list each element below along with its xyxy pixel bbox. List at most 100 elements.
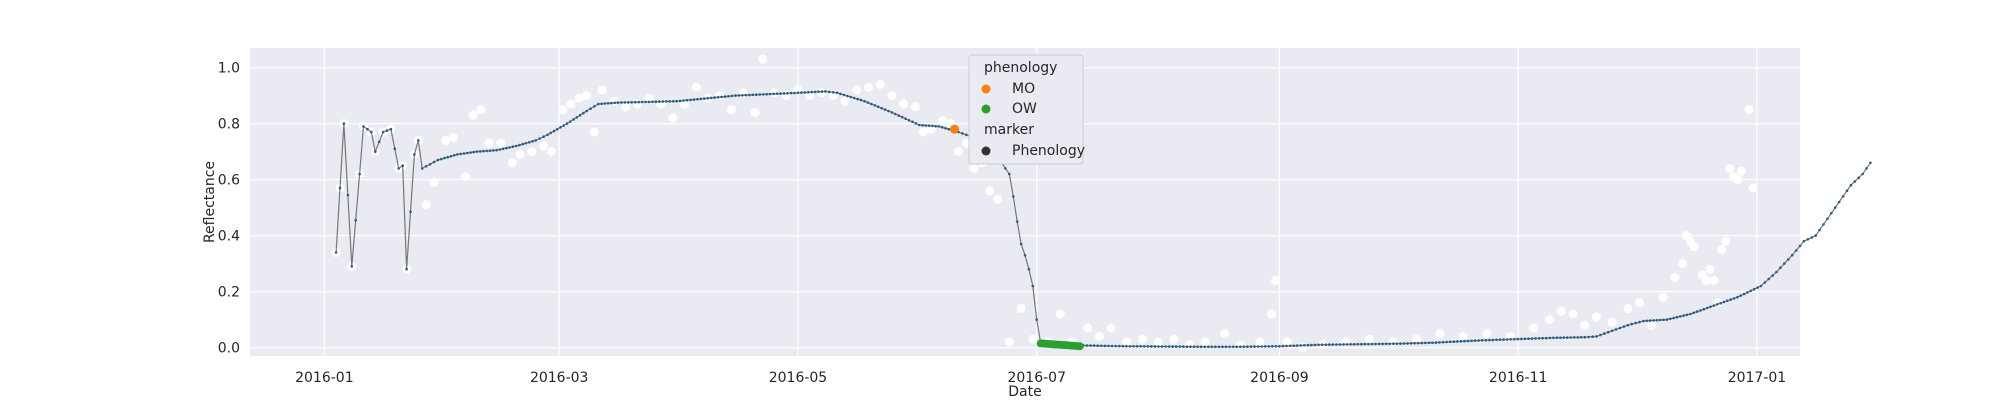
smooth-marker <box>1752 287 1756 291</box>
raw-point <box>476 105 486 115</box>
smooth-marker <box>668 100 671 103</box>
smooth-marker <box>852 96 856 100</box>
smooth-marker <box>1520 337 1523 341</box>
smooth-marker <box>374 150 377 153</box>
smooth-marker <box>1392 342 1395 346</box>
smooth-marker <box>1015 220 1019 223</box>
smooth-marker <box>1199 345 1203 349</box>
smooth-marker <box>1466 339 1470 343</box>
smooth-marker <box>1249 345 1253 348</box>
smooth-marker <box>720 95 723 99</box>
smooth-marker <box>835 91 839 95</box>
smooth-marker <box>443 156 446 160</box>
smooth-marker <box>758 93 761 96</box>
smooth-marker <box>730 94 734 98</box>
smooth-marker <box>744 93 748 97</box>
smooth-marker <box>397 167 401 170</box>
raw-point <box>582 91 592 101</box>
smooth-marker <box>651 100 654 104</box>
smooth-marker <box>866 101 870 104</box>
smooth-marker <box>937 125 941 128</box>
smooth-marker <box>1100 344 1103 348</box>
smooth-marker <box>521 142 524 146</box>
smooth-marker <box>828 90 831 94</box>
smooth-marker <box>1142 345 1146 348</box>
phenology-ow-point <box>1075 342 1084 351</box>
smooth-marker <box>1587 335 1590 339</box>
smooth-marker <box>1434 341 1438 344</box>
smooth-marker <box>675 99 678 103</box>
smooth-marker <box>342 122 346 125</box>
raw-point <box>1658 292 1668 302</box>
raw-point <box>633 99 642 109</box>
raw-point <box>1748 183 1758 193</box>
smooth-marker <box>1121 344 1125 348</box>
smooth-marker <box>1559 336 1562 340</box>
smooth-marker <box>810 90 813 94</box>
raw-point <box>558 105 568 115</box>
raw-point <box>769 88 779 98</box>
raw-point <box>938 116 948 126</box>
smooth-marker <box>1192 345 1196 349</box>
smooth-marker <box>393 147 397 151</box>
raw-point <box>1556 306 1566 316</box>
phenology-ow-points <box>1036 339 1084 351</box>
smooth-marker <box>907 119 911 122</box>
smooth-marker <box>479 150 482 153</box>
smooth-marker <box>924 124 928 127</box>
smooth-marker <box>358 172 361 176</box>
smooth-marker <box>1763 281 1767 284</box>
smooth-marker <box>552 129 556 133</box>
smooth-marker <box>1374 342 1377 346</box>
smooth-marker <box>849 95 853 99</box>
raw-point <box>1106 323 1116 333</box>
smooth-marker <box>1726 299 1729 303</box>
smooth-marker <box>961 132 964 135</box>
smooth-marker <box>1008 172 1011 176</box>
smooth-marker <box>546 133 549 137</box>
smooth-marker <box>630 101 633 104</box>
smooth-marker <box>1579 336 1583 339</box>
smooth-marker <box>1448 340 1452 344</box>
smooth-marker <box>709 96 713 100</box>
smooth-marker <box>1242 345 1246 349</box>
raw-point <box>1709 275 1719 285</box>
smooth-marker <box>904 117 907 120</box>
smooth-marker <box>1459 340 1463 343</box>
smooth-marker <box>381 130 385 134</box>
raw-point <box>1732 175 1742 185</box>
x-tick-label: 2016-07 <box>1007 370 1066 386</box>
smooth-marker <box>1562 336 1566 339</box>
smooth-marker <box>754 93 758 96</box>
legend-label-mo: MO <box>1012 81 1035 97</box>
smooth-marker <box>1235 345 1238 349</box>
smooth-marker <box>1023 253 1027 257</box>
raw-point <box>515 149 525 159</box>
raw-point <box>1094 331 1104 341</box>
smooth-marker <box>1837 200 1841 204</box>
raw-point <box>1635 298 1645 308</box>
smooth-marker <box>1388 342 1391 346</box>
raw-point <box>863 82 873 92</box>
smooth-marker <box>1719 301 1722 305</box>
smooth-marker <box>1595 335 1598 338</box>
smooth-marker <box>1705 306 1709 310</box>
smooth-marker <box>880 106 883 110</box>
smooth-marker <box>417 139 420 142</box>
smooth-marker <box>765 92 768 96</box>
smooth-marker <box>931 124 934 128</box>
raw-point <box>1004 337 1014 347</box>
smooth-marker <box>1573 336 1576 339</box>
smooth-marker <box>370 130 373 134</box>
smooth-marker <box>1377 342 1381 346</box>
smooth-marker <box>1685 313 1689 317</box>
smooth-marker <box>578 113 582 117</box>
smooth-marker <box>616 101 620 104</box>
smooth-marker <box>1857 176 1860 179</box>
smooth-marker <box>1221 345 1224 349</box>
smooth-marker <box>413 153 416 156</box>
smooth-marker <box>1356 342 1359 346</box>
smooth-marker <box>1516 337 1520 341</box>
y-tick-label: 0.8 <box>218 117 240 133</box>
smooth-marker <box>350 265 354 268</box>
